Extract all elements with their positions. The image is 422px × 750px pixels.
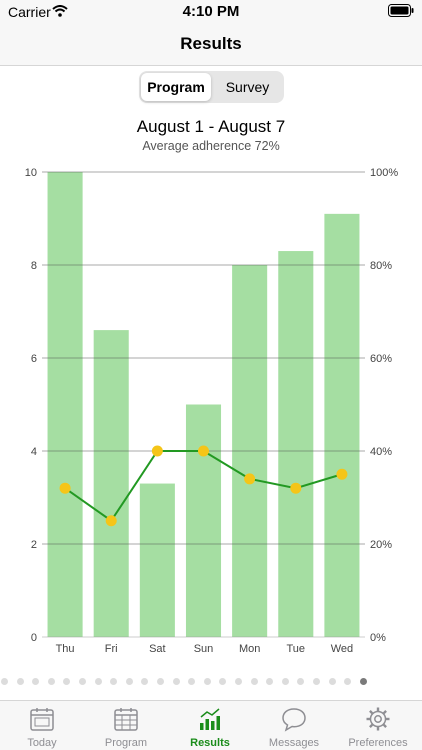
status-bar: Carrier 4:10 PM — [0, 0, 422, 24]
page-dot[interactable] — [32, 678, 40, 685]
chart-bar — [278, 251, 314, 638]
tab-preferences[interactable]: Preferences — [336, 701, 420, 750]
y-axis-right-tick-label: 40% — [370, 446, 392, 458]
y-axis-right-tick-label: 100% — [370, 167, 398, 179]
page-title: Results — [180, 34, 242, 53]
page-dot[interactable] — [47, 678, 55, 685]
chart-point — [244, 473, 256, 485]
chart-bar — [47, 172, 83, 637]
page-dot[interactable] — [16, 678, 24, 685]
page-dot[interactable] — [188, 678, 196, 685]
calendar-day-icon — [30, 708, 54, 731]
tab-program[interactable]: Program — [84, 701, 168, 750]
date-range-title: August 1 - August 7 — [136, 117, 286, 136]
x-axis-tick-label: Sun — [194, 643, 214, 655]
chart-bar — [139, 483, 175, 637]
y-axis-left-tick-label: 6 — [31, 353, 37, 365]
wifi-icon — [52, 4, 68, 22]
segment-survey[interactable]: Survey — [225, 79, 270, 95]
y-axis-right-tick-label: 60% — [370, 353, 392, 365]
y-axis-left-tick-label: 4 — [31, 446, 37, 458]
page-dot[interactable] — [344, 678, 352, 685]
tab-label-program: Program — [104, 737, 148, 749]
page-dot[interactable] — [266, 678, 274, 685]
status-time: 4:10 PM — [182, 3, 240, 20]
page-dot-current[interactable] — [359, 678, 367, 685]
page-dot[interactable] — [110, 678, 118, 685]
page-dot[interactable] — [328, 678, 336, 685]
chart-point — [105, 515, 117, 527]
tab-today[interactable]: Today — [0, 701, 84, 750]
page-dot[interactable] — [172, 678, 180, 685]
speech-bubble-icon — [282, 708, 306, 732]
x-axis-tick-label: Mon — [239, 643, 260, 655]
page-dot[interactable] — [94, 678, 102, 685]
gear-icon — [366, 707, 390, 731]
battery-icon — [388, 4, 414, 22]
x-axis-tick-label: Sat — [149, 643, 166, 655]
chart-point — [290, 482, 302, 494]
adherence-subtitle: Average adherence 72% — [142, 139, 280, 153]
y-axis-left-tick-label: 2 — [31, 539, 37, 551]
tab-bar: Today Program Results Messages — [0, 700, 422, 750]
y-axis-right-tick-label: 80% — [370, 260, 392, 272]
tab-messages[interactable]: Messages — [252, 701, 336, 750]
chart-bar — [93, 330, 129, 637]
chart-bar — [324, 213, 360, 637]
chart-point — [59, 482, 71, 494]
x-axis-tick-label: Wed — [331, 643, 353, 655]
carrier-label: Carrier — [8, 4, 51, 20]
page-dot[interactable] — [250, 678, 258, 685]
tab-label-results: Results — [190, 737, 230, 749]
page-dot[interactable] — [1, 678, 8, 685]
page-dot[interactable] — [281, 678, 289, 685]
page-dot[interactable] — [313, 678, 320, 685]
tab-label-today: Today — [27, 737, 57, 749]
page-indicator[interactable] — [0, 676, 422, 688]
x-axis-tick-label: Thu — [56, 643, 75, 655]
calendar-grid-icon — [114, 708, 138, 731]
y-axis-right-tick-label: 20% — [370, 539, 392, 551]
y-axis-left-tick-label: 0 — [31, 632, 37, 644]
page-dot[interactable] — [79, 678, 86, 685]
x-axis-tick-label: Fri — [105, 643, 118, 655]
page-dot[interactable] — [125, 678, 133, 685]
page-dot[interactable] — [63, 678, 71, 685]
segment-program[interactable]: Program — [141, 73, 211, 101]
tab-label-messages: Messages — [268, 737, 320, 749]
y-axis-left-tick-label: 8 — [31, 260, 37, 272]
chart-icon — [200, 708, 220, 730]
chart-bar — [185, 404, 222, 637]
page-dot[interactable] — [297, 678, 305, 685]
segmented-control: Program Survey — [139, 71, 284, 103]
tab-results[interactable]: Results — [168, 701, 252, 750]
chart-point — [198, 445, 209, 457]
results-chart: 0 0% 2 20% 4 40% 6 60% 8 80% 10 100% Thu Fri Sat Sun Mon… — [25, 167, 399, 655]
chart-point — [151, 445, 163, 457]
x-axis-tick-label: Tue — [287, 643, 306, 655]
tab-label-preferences: Preferences — [348, 737, 408, 749]
page-dot[interactable] — [203, 678, 211, 685]
chart-point — [336, 468, 348, 480]
page-dot[interactable] — [219, 678, 227, 685]
page-dot[interactable] — [141, 678, 149, 685]
navigation-bar: Results — [0, 24, 422, 66]
y-axis-left-tick-label: 10 — [25, 167, 37, 179]
page-dot[interactable] — [157, 678, 164, 685]
y-axis-right-tick-label: 0% — [370, 632, 386, 644]
page-dot[interactable] — [235, 678, 242, 685]
